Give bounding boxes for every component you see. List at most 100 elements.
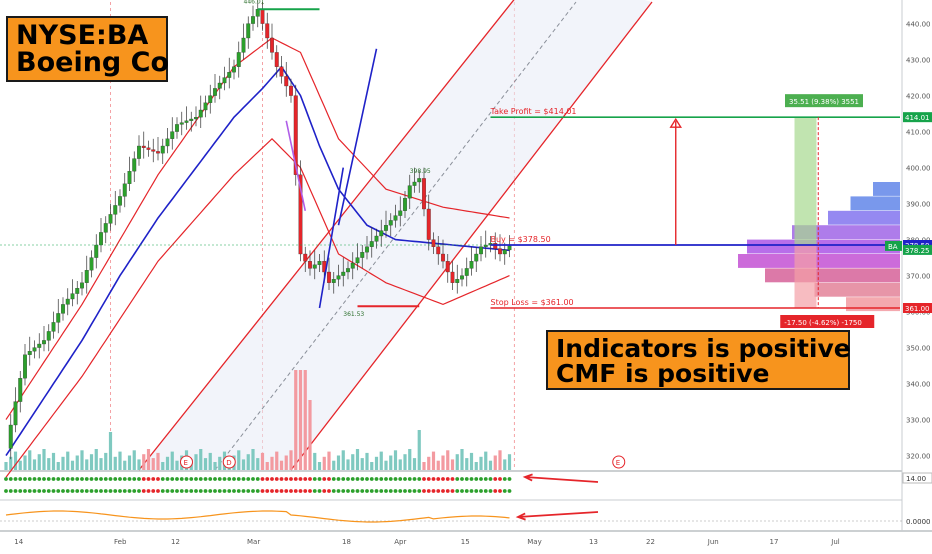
- candle-body: [61, 304, 65, 314]
- indicator-dot: [336, 489, 341, 493]
- indicator-dot: [151, 489, 156, 493]
- volume-bar: [493, 455, 497, 470]
- x-tick-label: 12: [171, 538, 180, 546]
- indicator-dot: [179, 477, 184, 481]
- indicator-pointer-arrow: [517, 511, 599, 518]
- candle-body: [441, 253, 445, 262]
- indicator-dot: [246, 489, 251, 493]
- volume-bar: [450, 459, 455, 470]
- volume-bar: [237, 450, 241, 470]
- volume-bar: [203, 458, 208, 470]
- volume-profile-bar: [738, 254, 900, 268]
- volume-bar: [113, 456, 117, 470]
- profit-badge: 35.51 (9.38%) 3551: [789, 98, 859, 106]
- indicator-1-tag: 14.00: [906, 475, 926, 483]
- x-tick-label: Feb: [114, 538, 127, 546]
- indicator-dot: [151, 477, 156, 481]
- candle-body: [99, 232, 103, 246]
- ema-line: [5, 65, 510, 457]
- indicator-dot: [422, 489, 426, 493]
- candle-body: [175, 124, 179, 132]
- volume-profile-bar: [792, 225, 900, 240]
- volume-bar: [208, 452, 212, 470]
- indicator-dot: [194, 489, 198, 493]
- candle-body: [80, 282, 84, 289]
- loss-badge-bg: [780, 315, 875, 328]
- candle-body: [203, 102, 208, 111]
- candle-body: [369, 241, 374, 247]
- volume-bar: [403, 454, 407, 470]
- volume-bar: [270, 456, 274, 470]
- candle-body: [8, 424, 13, 449]
- candle-body: [108, 214, 113, 224]
- volume-bar: [142, 454, 146, 470]
- indicator-dot: [360, 477, 365, 481]
- volume-bar: [317, 462, 322, 470]
- indicator-dot: [374, 489, 379, 493]
- volume-bar: [246, 454, 250, 470]
- trend-drawing: [318, 167, 345, 309]
- indicator-dot: [132, 477, 137, 481]
- indicator-dot: [322, 489, 327, 493]
- candle-body: [94, 244, 99, 258]
- indicator-dot: [222, 489, 227, 493]
- trend-drawing: [285, 120, 307, 211]
- candle-body: [198, 109, 203, 118]
- candle-body: [422, 178, 426, 210]
- volume-bar: [137, 459, 141, 470]
- candle-body: [317, 261, 322, 265]
- volume-bar: [488, 460, 493, 470]
- x-tick-label: 14: [14, 538, 23, 546]
- event-marker-label: D: [226, 459, 231, 467]
- candle-body: [103, 223, 108, 233]
- volume-bar: [42, 449, 46, 470]
- indicator-dot: [298, 489, 303, 493]
- indicator-dot: [184, 489, 189, 493]
- volume-bar: [28, 450, 32, 470]
- indicator-dot: [346, 477, 350, 481]
- volume-bar: [99, 458, 103, 470]
- indicator-dot: [379, 477, 384, 481]
- candle-body: [393, 215, 398, 221]
- x-tick-label: Jun: [707, 538, 719, 546]
- volume-bar: [322, 456, 326, 470]
- event-marker: [612, 455, 626, 469]
- candle-body: [445, 261, 450, 273]
- candle-body: [431, 239, 436, 247]
- indicator-dot: [232, 489, 236, 493]
- event-marker-label: E: [184, 459, 188, 467]
- indicator-dot: [203, 489, 208, 493]
- indicator-dot: [156, 489, 160, 493]
- indicator-dot: [445, 489, 450, 493]
- volume-profile-bar: [814, 282, 900, 297]
- indicator-dot: [227, 489, 232, 493]
- volume-bar: [4, 462, 8, 470]
- indicator-dot: [165, 477, 170, 481]
- indicator-dot: [108, 477, 113, 481]
- indicator-dot: [18, 477, 23, 481]
- candle-body: [84, 270, 89, 283]
- volume-profile-bar: [765, 268, 900, 283]
- volume-bar: [146, 449, 151, 470]
- volume-bar: [213, 462, 217, 470]
- indicator-dot: [274, 489, 279, 493]
- indicator-dot: [51, 477, 56, 481]
- volume-bar: [284, 455, 288, 470]
- volume-bar: [412, 458, 417, 470]
- event-marker: [180, 455, 193, 469]
- indicator-pointer-arrow: [524, 476, 599, 483]
- indicator-dot: [208, 477, 213, 481]
- indicator-dot: [141, 477, 146, 481]
- indicator-dot: [498, 477, 502, 481]
- indicator-dot: [61, 489, 65, 493]
- indicator-dot: [189, 477, 194, 481]
- indicator-dot: [99, 477, 103, 481]
- indicator-dot: [317, 489, 322, 493]
- indicator-dot: [65, 477, 70, 481]
- indicator-dot: [198, 477, 203, 481]
- indicator-dot: [493, 477, 498, 481]
- candle-body: [51, 322, 56, 332]
- candle-body: [122, 183, 127, 197]
- indicator-dot: [350, 477, 355, 481]
